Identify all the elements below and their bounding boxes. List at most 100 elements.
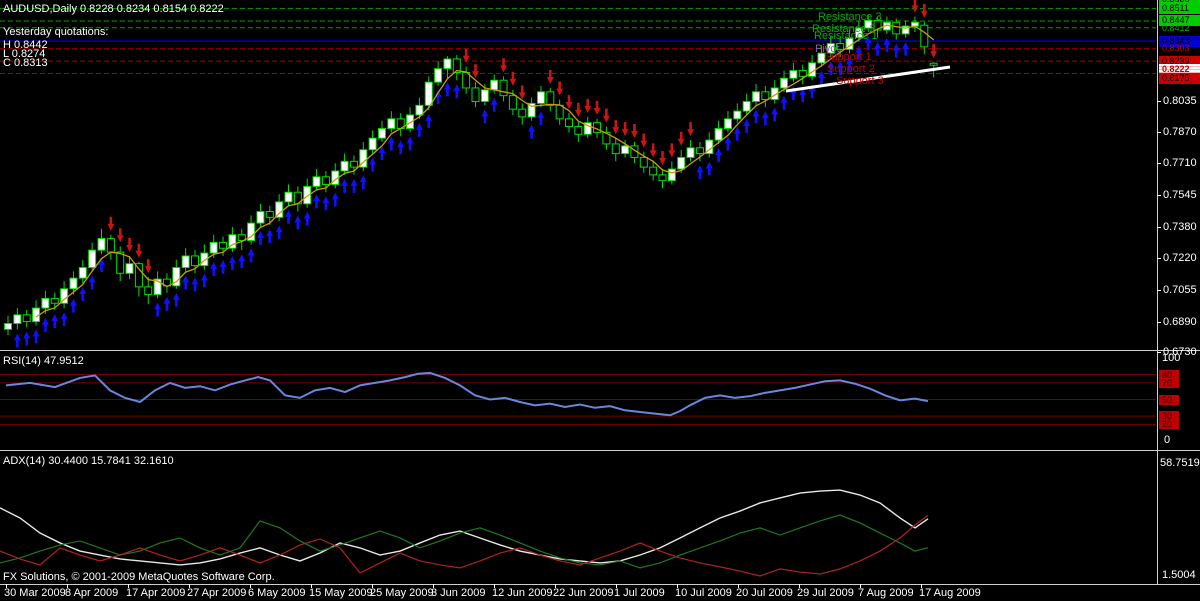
up-arrow-signal (163, 296, 171, 304)
up-arrow-signal (715, 147, 722, 155)
up-arrow-signal (771, 107, 779, 115)
up-arrow-signal (883, 37, 891, 45)
up-arrow-signal (874, 41, 881, 49)
candle-body (116, 251, 125, 274)
up-arrow-signal (154, 302, 161, 310)
down-arrow-signal (556, 88, 564, 96)
candle-body (200, 252, 209, 267)
up-arrow-signal (257, 230, 264, 238)
candle-body (415, 104, 424, 116)
candle-body (172, 267, 181, 287)
candle-body (471, 87, 480, 102)
adx-minus-di-line (0, 514, 929, 577)
candle-body (228, 234, 237, 249)
up-arrow-signal (51, 314, 59, 322)
up-arrow-signal (266, 229, 274, 237)
up-arrow-signal (285, 209, 292, 217)
up-arrow-signal (705, 161, 713, 169)
candle-body (583, 122, 592, 135)
candle-body (406, 114, 415, 129)
down-arrow-signal (500, 65, 507, 73)
up-arrow-signal (313, 194, 320, 202)
candle-body (209, 241, 218, 254)
down-arrow-signal (593, 107, 601, 115)
up-arrow-signal (902, 41, 909, 49)
up-arrow-signal (397, 140, 405, 148)
down-arrow-signal (649, 150, 657, 158)
candle-body (817, 52, 826, 64)
candle-body (733, 110, 742, 120)
up-arrow-signal (425, 114, 433, 122)
up-arrow-signal (32, 329, 40, 337)
trendline (785, 65, 951, 93)
candle-body (378, 127, 386, 139)
down-arrow-signal (584, 105, 592, 113)
candle-body (892, 21, 901, 35)
up-arrow-signal (752, 109, 760, 117)
up-arrow-signal (322, 196, 330, 204)
candle-body (752, 91, 760, 102)
up-arrow-signal (88, 275, 96, 283)
up-arrow-signal (172, 292, 180, 300)
candle-body (864, 19, 873, 29)
candle-body (695, 147, 704, 155)
up-arrow-signal (827, 61, 835, 69)
candle-body (368, 137, 377, 151)
candle-body (434, 68, 443, 83)
candle-body (106, 238, 115, 253)
candle-body (284, 191, 293, 203)
down-arrow-signal (911, 5, 919, 13)
candle-body (873, 19, 882, 31)
candle-body (480, 89, 489, 102)
up-arrow-signal (444, 82, 451, 90)
candle-body (134, 263, 143, 288)
down-arrow-signal (640, 140, 648, 148)
candle-body (424, 81, 433, 106)
candle-body (191, 255, 199, 267)
down-arrow-signal (668, 150, 676, 158)
up-arrow-signal (416, 122, 423, 130)
up-arrow-signal (696, 165, 704, 173)
down-arrow-signal (565, 102, 573, 110)
candle-body (836, 43, 845, 50)
candle-body (4, 323, 12, 330)
up-arrow-signal (191, 277, 199, 285)
down-arrow-signal (603, 115, 610, 123)
candle-body (452, 58, 461, 74)
candle-body (508, 95, 517, 110)
candle-body (97, 238, 106, 251)
up-arrow-signal (733, 126, 741, 134)
down-arrow-signal (574, 109, 582, 117)
candle-body (265, 211, 274, 218)
candle-body (247, 222, 256, 241)
up-arrow-signal (229, 256, 236, 264)
candle-body (723, 118, 732, 129)
down-arrow-signal (659, 158, 666, 166)
candle-body (929, 62, 938, 66)
up-arrow-signal (238, 254, 246, 262)
down-arrow-signal (462, 55, 470, 63)
candle-body (536, 91, 545, 104)
candle-body (256, 211, 265, 224)
candle-body (443, 58, 452, 70)
candle-body (50, 297, 59, 304)
candle-body (275, 201, 284, 218)
up-arrow-signal (303, 211, 311, 219)
candle-body (321, 176, 330, 185)
candle-body (237, 234, 246, 241)
candle-body (826, 43, 835, 54)
up-arrow-signal (42, 317, 49, 325)
candle-body (555, 104, 564, 120)
up-arrow-signal (537, 111, 545, 119)
candle-body (574, 126, 583, 135)
candle-body (639, 156, 648, 168)
candle-body (153, 278, 162, 296)
up-arrow-signal (23, 331, 31, 339)
up-arrow-signal (799, 88, 807, 96)
adx-main-line (0, 489, 929, 566)
candle-body (88, 249, 97, 269)
down-arrow-signal (107, 223, 115, 231)
down-arrow-signal (135, 250, 143, 258)
